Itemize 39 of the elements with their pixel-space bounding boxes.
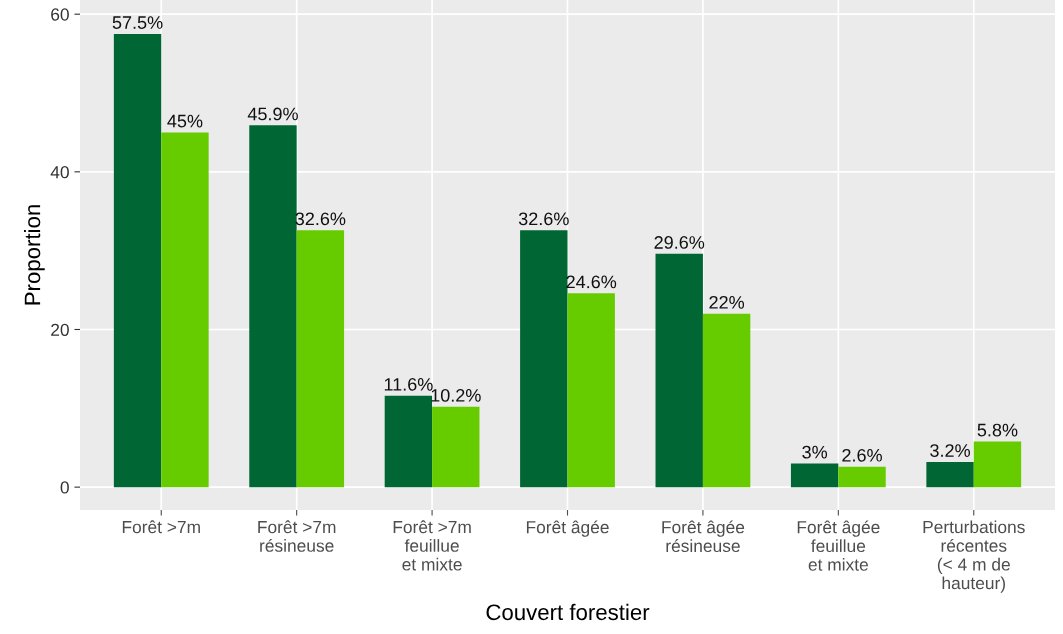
data-label: 11.6% [384,377,433,391]
bar [702,313,751,488]
data-label: 5.8% [977,423,1018,437]
data-label: 3% [802,445,828,459]
bar [296,230,345,488]
bar [249,125,297,488]
y-tick-label: 0 [60,481,69,494]
bar [655,253,703,488]
bar [790,463,839,488]
data-label: 2.6% [842,448,882,462]
data-label: 57.5% [112,16,163,29]
x-tick-label: Forêt âgée feuillue et mixte [797,520,880,571]
bar [161,132,209,488]
x-tick-label: Forêt >7m feuillue et mixte [393,520,471,571]
data-label: 45% [167,114,203,128]
bar [926,461,974,488]
bar [520,230,568,488]
x-tick-label: Forêt âgée résineuse [662,520,745,553]
y-tick-label: 60 [51,8,69,21]
x-tick-label: Forêt âgée [526,520,609,537]
data-label: 29.6% [654,236,705,249]
y-tick-label: 20 [51,323,69,336]
x-tick-label: Perturbations récentes (< 4 m de hauteur) [923,520,1025,593]
y-axis-title: Proportion [24,205,45,305]
data-label: 3.2% [930,444,970,457]
data-label: 10.2% [431,389,481,402]
bar [838,466,886,488]
bar [973,441,1022,488]
x-tick-label: Forêt >7m résineuse [258,520,336,552]
y-tick-label: 40 [50,166,69,179]
x-tick-label: Forêt >7m [122,520,200,534]
bar [384,395,433,488]
data-label: 45.9% [247,107,298,121]
data-label: 32.6% [518,212,569,226]
bar [432,406,480,488]
bar [567,293,615,488]
data-label: 22% [709,295,745,309]
bar [113,33,162,488]
x-axis-title: Couvert forestier [486,603,650,621]
